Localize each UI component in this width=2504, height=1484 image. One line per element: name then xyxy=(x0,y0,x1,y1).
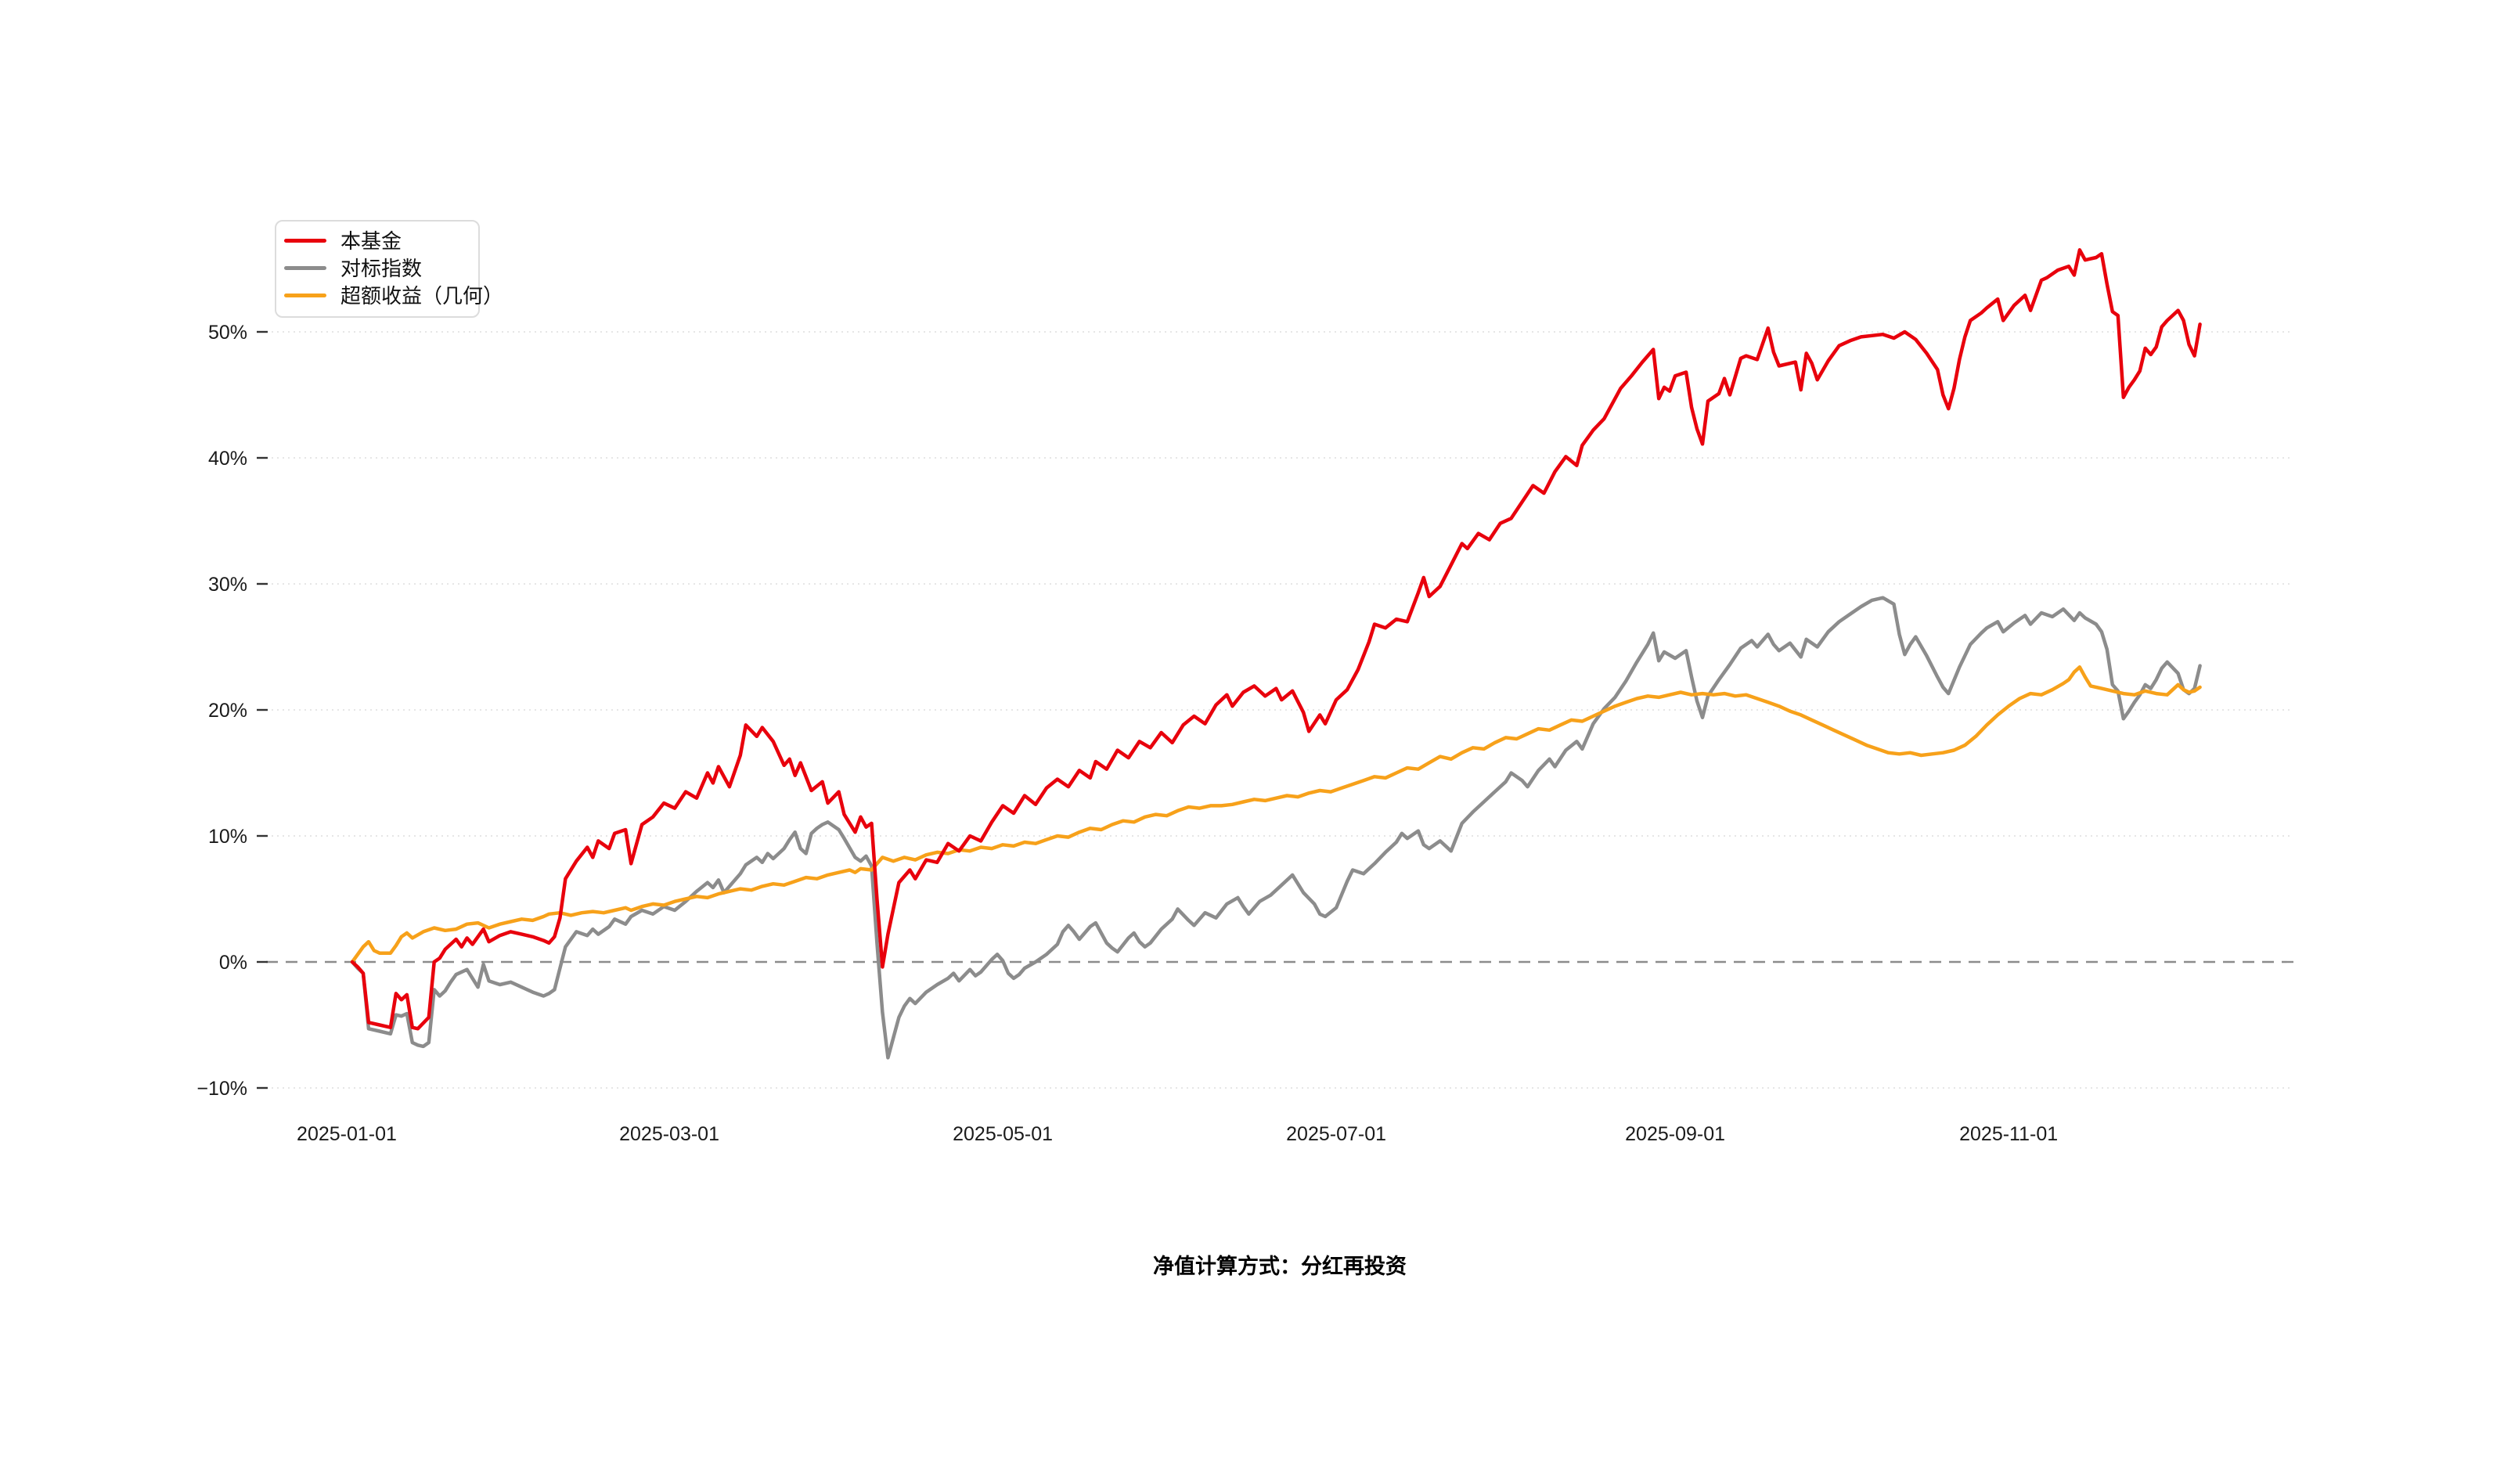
y-axis-tick-label: 10% xyxy=(208,826,247,848)
series-line-excess xyxy=(350,665,2202,964)
legend-label-excess: 超额收益（几何） xyxy=(340,283,504,308)
x-axis-tick-label: 2025-03-01 xyxy=(619,1123,719,1145)
series-line-benchmark xyxy=(350,596,2202,1060)
legend-item-benchmark[interactable]: 对标指数 xyxy=(284,258,464,279)
legend-label-fund: 本基金 xyxy=(340,229,402,253)
calculation-note: 净值计算方式：分红再投资 xyxy=(1153,1255,1407,1278)
y-axis-tick-label: 50% xyxy=(208,322,247,344)
series-line-fund xyxy=(350,248,2202,1031)
y-axis-tick-label: 30% xyxy=(208,574,247,596)
y-axis-tick-label: 0% xyxy=(219,952,247,974)
legend-item-fund[interactable]: 本基金 xyxy=(284,230,464,251)
x-axis-tick-label: 2025-05-01 xyxy=(953,1123,1053,1145)
legend-swatch-fund xyxy=(284,239,326,243)
y-axis-tick-label: 40% xyxy=(208,448,247,470)
y-axis-tick-label: 20% xyxy=(208,700,247,722)
legend-label-benchmark: 对标指数 xyxy=(340,256,423,280)
legend-swatch-excess xyxy=(284,294,326,297)
x-axis-tick-label: 2025-11-01 xyxy=(1959,1123,2058,1145)
x-axis-tick-label: 2025-09-01 xyxy=(1625,1123,1725,1145)
legend-item-excess[interactable]: 超额收益（几何） xyxy=(284,285,503,306)
chart-legend: 本基金 对标指数 超额收益（几何） xyxy=(275,220,503,318)
legend-swatch-benchmark xyxy=(284,266,326,270)
x-axis-tick-label: 2025-01-01 xyxy=(297,1123,397,1145)
y-axis-tick-label: −10% xyxy=(196,1078,247,1100)
x-axis-tick-label: 2025-07-01 xyxy=(1286,1123,1386,1145)
